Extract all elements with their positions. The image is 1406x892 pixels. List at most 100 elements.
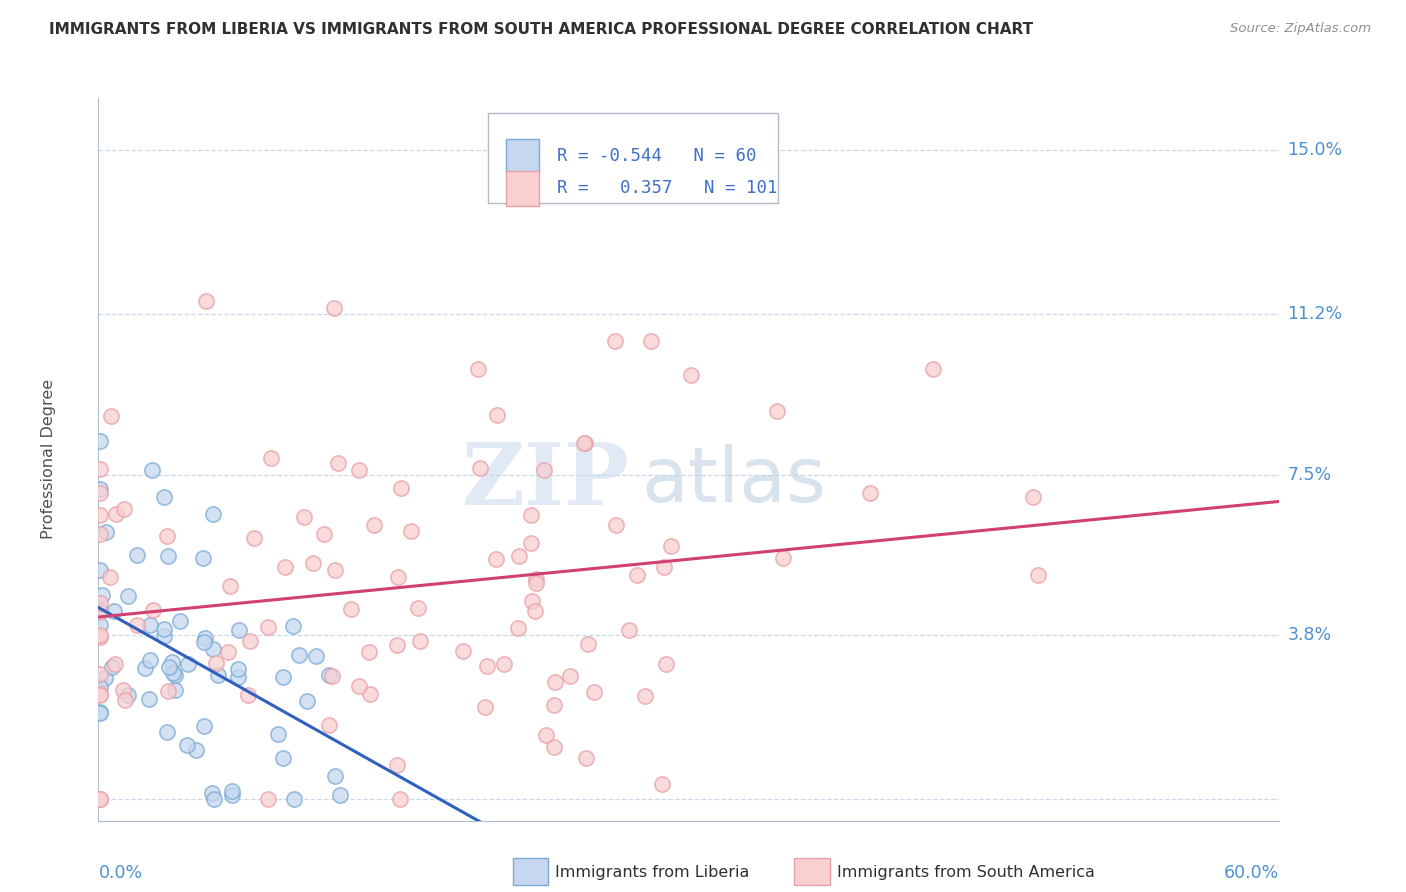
Point [1022,490,1045,504]
Point [659,539,682,553]
Point [127,618,149,632]
Point [103,604,125,618]
Point [321,668,343,682]
Point [260,451,283,466]
Point [543,698,565,712]
Point [89,628,111,642]
Point [201,786,224,800]
Point [486,408,509,422]
Point [633,690,655,704]
Text: IMMIGRANTS FROM LIBERIA VS IMMIGRANTS FROM SOUTH AMERICA PROFESSIONAL DEGREE COR: IMMIGRANTS FROM LIBERIA VS IMMIGRANTS FR… [49,22,1033,37]
Point [451,644,474,658]
Point [765,403,787,417]
Point [153,490,176,504]
Point [138,691,160,706]
Point [494,657,516,672]
Text: 15.0%: 15.0% [1288,141,1343,159]
Point [318,667,340,681]
Point [329,788,352,802]
Point [239,634,262,648]
Point [194,631,217,645]
Point [134,661,156,675]
Text: atlas: atlas [641,444,827,518]
Point [89,687,111,701]
Point [267,727,290,741]
Point [519,536,541,550]
Point [219,579,242,593]
Point [679,368,702,382]
Point [524,604,547,618]
Point [273,669,295,683]
Point [347,463,370,477]
Point [89,508,111,523]
Point [100,409,122,423]
Point [156,684,179,698]
Point [105,507,128,521]
Point [292,510,315,524]
Point [205,656,228,670]
Point [359,688,381,702]
Point [640,334,662,349]
Point [217,645,239,659]
Point [605,518,627,533]
Point [156,724,179,739]
Point [385,758,408,772]
Point [195,293,218,308]
Point [859,486,882,500]
Point [153,622,176,636]
Point [193,635,215,649]
Point [114,693,136,707]
Point [101,660,124,674]
Point [177,657,200,671]
Point [89,689,111,703]
Point [226,669,249,683]
Text: Immigrants from Liberia: Immigrants from Liberia [555,865,749,880]
Point [288,648,311,662]
Point [340,602,363,616]
Point [238,689,260,703]
Point [89,605,111,619]
Point [89,706,111,720]
Point [543,740,565,755]
Point [142,603,165,617]
Point [389,482,412,496]
Point [193,719,215,733]
Point [141,462,163,476]
Point [104,657,127,671]
Point [363,517,385,532]
Text: ZIP: ZIP [463,439,630,523]
Point [89,617,111,632]
Point [89,462,111,476]
Text: 7.5%: 7.5% [1288,466,1331,483]
Point [98,570,121,584]
Point [283,792,305,806]
Text: 3.8%: 3.8% [1288,625,1331,644]
Point [524,572,547,586]
Point [257,620,280,634]
Point [318,717,340,731]
Point [347,679,370,693]
Point [921,362,943,376]
Point [508,549,530,564]
Point [328,457,350,471]
Point [274,560,297,574]
Point [603,334,626,348]
Point [89,792,111,806]
Point [582,685,605,699]
Point [94,524,117,539]
Point [139,653,162,667]
Text: 60.0%: 60.0% [1225,864,1279,882]
Point [256,792,278,806]
Point [226,662,249,676]
Point [221,784,243,798]
Point [89,604,111,618]
Point [89,482,111,496]
FancyBboxPatch shape [506,171,538,206]
Point [112,501,135,516]
Point [117,589,139,603]
Point [626,568,648,582]
Point [117,689,139,703]
Text: R =   0.357   N = 101: R = 0.357 N = 101 [557,179,778,197]
Point [89,434,111,449]
Point [522,594,544,608]
